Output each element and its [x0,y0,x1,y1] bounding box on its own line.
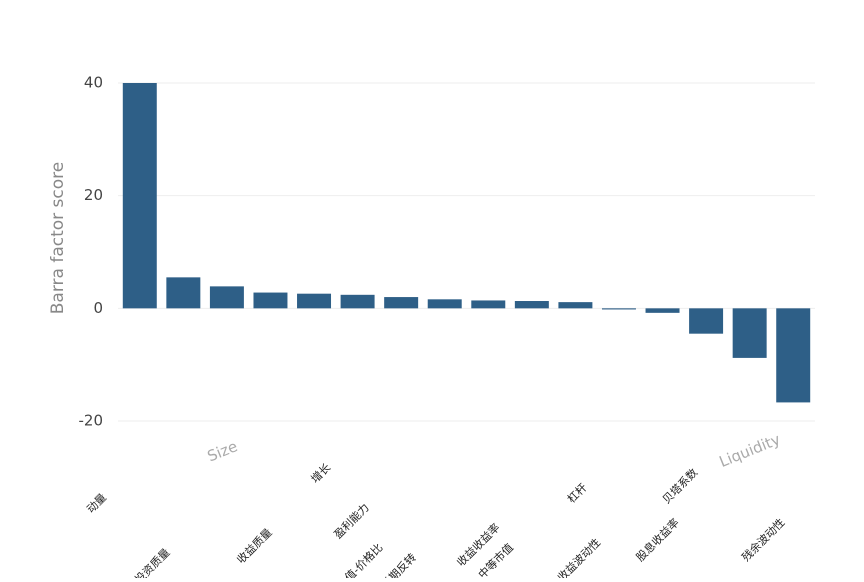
x-tick-label: Liquidity [717,430,783,471]
bar [645,308,680,313]
x-tick-label: 动量 [84,491,109,516]
bar [297,293,332,309]
x-tick-label: 盈利能力 [331,500,372,541]
y-tick-label: 40 [84,74,103,92]
bar [253,292,288,309]
x-tick-label: 残余波动性 [739,515,788,564]
bar [689,308,724,334]
x-tick-label: 投资质量 [132,545,173,578]
x-tick-label: 贝塔系数 [660,466,700,506]
x-tick-label: 收益波动性 [554,535,603,578]
bar [122,83,157,309]
x-tick-label: 股息收益率 [633,515,682,564]
y-tick-label: 0 [93,299,103,317]
x-tick-label: 长期反转 [378,550,419,578]
bar [384,297,419,309]
x-tick-label: 账面价值-价格比 [318,540,385,578]
y-axis-label: Barra factor score [48,162,68,314]
bar [340,294,375,309]
bar [601,308,636,310]
bar [427,299,462,309]
y-tick-label: 20 [84,186,103,204]
bar [732,308,767,358]
bar [166,277,201,309]
x-tick-label: 杠杆 [564,480,589,505]
bar [776,308,811,403]
y-tick-label: -20 [79,412,104,430]
bar [209,286,244,309]
x-tick-label: Size [205,437,240,465]
bar [514,301,549,309]
bar [558,302,593,309]
bar [471,300,506,309]
x-tick-label: 收益质量 [234,525,275,566]
x-tick-label: 增长 [308,460,333,485]
